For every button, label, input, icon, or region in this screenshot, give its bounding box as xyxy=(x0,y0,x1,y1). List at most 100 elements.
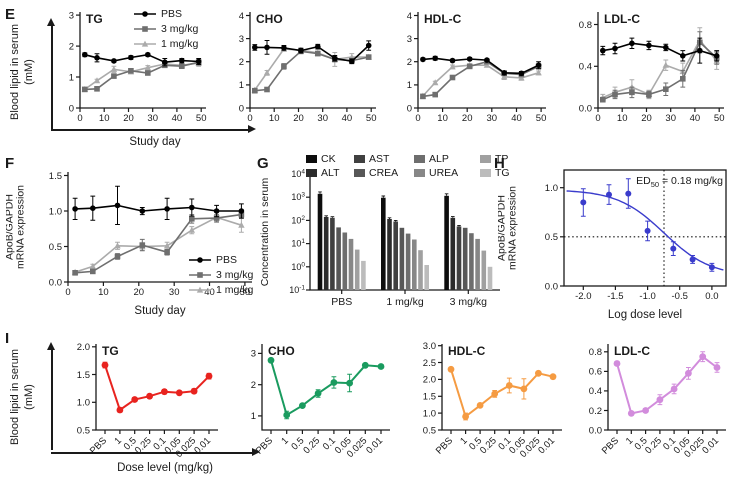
svg-text:100: 100 xyxy=(291,261,305,272)
svg-text:0.5: 0.5 xyxy=(77,425,90,436)
svg-text:1.5: 1.5 xyxy=(423,392,436,403)
chart-e-hdl: 0 1 2 3 4 0 10 20 30 40 50 HDL-C xyxy=(392,2,552,134)
svg-text:-2.0: -2.0 xyxy=(575,291,591,302)
svg-text:1: 1 xyxy=(112,435,124,447)
svg-text:2: 2 xyxy=(251,380,256,391)
legend-item-alp: ALP xyxy=(414,152,474,165)
e-y-axis-title-line2: (mM) xyxy=(22,59,35,85)
svg-text:0.8: 0.8 xyxy=(579,20,592,31)
svg-text:PBS: PBS xyxy=(434,435,455,456)
i-x-axis-arrow-shaft xyxy=(51,452,253,454)
svg-text:10: 10 xyxy=(98,287,109,298)
svg-text:50: 50 xyxy=(366,113,377,124)
svg-text:3: 3 xyxy=(407,34,412,45)
svg-text:4: 4 xyxy=(407,11,412,22)
legend-marker-icon xyxy=(189,271,211,278)
e-x-axis-arrow-icon xyxy=(248,125,256,133)
legend-label: TP xyxy=(495,152,509,165)
chart-i-hdl: 0.5 1.0 1.5 2.0 2.5 3.0 PBS 1 0.5 0.25 0.1 0.05 0.02… xyxy=(402,332,568,482)
i-y-axis-title-line1: Blood lipid in serum xyxy=(9,349,21,445)
legend-label: CREA xyxy=(369,166,399,179)
svg-text:20: 20 xyxy=(462,113,473,124)
legend-item-urea: UREA xyxy=(414,166,474,179)
svg-text:40: 40 xyxy=(342,113,353,124)
svg-text:20: 20 xyxy=(293,113,304,124)
legend-swatch-icon xyxy=(480,154,491,163)
svg-text:0.01: 0.01 xyxy=(192,435,213,456)
svg-text:0.25: 0.25 xyxy=(301,435,322,456)
chart-i-cho: 1 2 3 PBS 1 0.5 0.25 0.1 0.05 0.025 0.01 CHO xyxy=(232,332,396,482)
legend-item-tg: TG xyxy=(480,166,518,179)
chart-g: 10-1 100 101 102 103 104 PBS 1 mg/kg 3 mg/kg Conc… xyxy=(256,166,506,324)
e-y-axis-arrow-shaft xyxy=(51,26,53,130)
legend-marker-icon xyxy=(189,256,211,263)
legend-item-ck: CK xyxy=(306,152,348,165)
legend-item-1-mg-kg: 1 mg/kg xyxy=(133,36,198,51)
svg-text:3: 3 xyxy=(69,10,74,21)
svg-text:1.0: 1.0 xyxy=(49,206,62,217)
svg-text:2.0: 2.0 xyxy=(77,342,90,353)
svg-text:0: 0 xyxy=(69,103,74,114)
panel-letter-f: F xyxy=(5,155,15,172)
g-legend: CK AST ALP TP ALT CREA UREA TG xyxy=(306,152,518,179)
svg-text:50: 50 xyxy=(240,287,251,298)
svg-text:0: 0 xyxy=(247,113,252,124)
chart-f: 0.0 0.5 1.0 1.5 0 10 20 30 40 50 Study day ApoB/GAP… xyxy=(6,158,260,330)
legend-item-pbs: PBS xyxy=(133,6,198,21)
svg-text:101: 101 xyxy=(291,238,305,249)
panel-letter-g: G xyxy=(257,155,269,172)
chart-i-ldl: 0.0 0.2 0.4 0.6 0.8 PBS 1 0.5 0.25 0.1 0.05 0.025 0.… xyxy=(568,332,732,482)
svg-text:1 mg/kg: 1 mg/kg xyxy=(386,296,424,308)
svg-text:Concentration in serum: Concentration in serum xyxy=(259,177,271,286)
legend-swatch-icon xyxy=(306,154,317,163)
chart-h: 0.0 0.5 1.0 -2.0 -1.5 -1.0 -0.5 0.0 Log dose lev… xyxy=(498,156,733,330)
svg-text:0.0: 0.0 xyxy=(579,103,592,114)
panel-letter-i: I xyxy=(5,330,10,347)
i-y-axis-title: Blood lipid in serum (mM) xyxy=(9,337,39,457)
svg-text:50: 50 xyxy=(196,113,207,124)
svg-text:1: 1 xyxy=(624,435,636,447)
legend-swatch-icon xyxy=(480,168,491,177)
svg-text:10-1: 10-1 xyxy=(289,285,305,296)
svg-text:1.0: 1.0 xyxy=(423,408,436,419)
svg-text:ApoB/GAPDH: ApoB/GAPDH xyxy=(498,195,508,261)
svg-text:1: 1 xyxy=(458,435,470,447)
e-x-axis-title: Study day xyxy=(129,136,181,148)
svg-text:0.0: 0.0 xyxy=(705,291,718,302)
chart-e-cho: 0 1 2 3 4 0 10 20 30 40 50 CHO xyxy=(224,2,382,134)
svg-text:0: 0 xyxy=(407,103,412,114)
svg-text:-1.5: -1.5 xyxy=(607,291,623,302)
legend-item-1-mg-kg: 1 mg/kg xyxy=(188,282,253,297)
svg-text:30: 30 xyxy=(169,287,180,298)
svg-text:HDL-C: HDL-C xyxy=(448,344,486,358)
svg-text:10: 10 xyxy=(269,113,280,124)
svg-text:50: 50 xyxy=(714,113,725,124)
panel-letter-h: H xyxy=(494,155,505,172)
legend-item-crea: CREA xyxy=(354,166,408,179)
svg-text:2: 2 xyxy=(407,57,412,68)
svg-text:2: 2 xyxy=(69,41,74,52)
svg-text:2.5: 2.5 xyxy=(423,358,436,369)
svg-text:1: 1 xyxy=(407,80,412,91)
chart-e-ldl: 0.0 0.4 0.8 0 10 20 30 40 50 LDL-C xyxy=(562,2,730,134)
i-y-axis-arrow-icon xyxy=(47,342,55,350)
svg-text:0.8: 0.8 xyxy=(589,347,602,358)
svg-text:0.01: 0.01 xyxy=(700,435,721,456)
svg-text:40: 40 xyxy=(204,287,215,298)
svg-text:PBS: PBS xyxy=(254,435,275,456)
svg-text:40: 40 xyxy=(511,113,522,124)
svg-text:-0.5: -0.5 xyxy=(672,291,688,302)
svg-text:TG: TG xyxy=(86,12,103,26)
svg-text:0: 0 xyxy=(65,287,70,298)
svg-text:40: 40 xyxy=(690,113,701,124)
legend-label: UREA xyxy=(429,166,459,179)
i-x-axis-arrow-icon xyxy=(252,448,260,456)
svg-text:20: 20 xyxy=(641,113,652,124)
svg-text:0.5: 0.5 xyxy=(545,232,558,243)
svg-text:0.25: 0.25 xyxy=(133,435,154,456)
legend-label: 1 mg/kg xyxy=(216,283,254,296)
svg-text:PBS: PBS xyxy=(331,296,352,308)
svg-text:0.5: 0.5 xyxy=(49,242,62,253)
legend-item-ast: AST xyxy=(354,152,408,165)
legend-item-3-mg-kg: 3 mg/kg xyxy=(188,267,253,282)
